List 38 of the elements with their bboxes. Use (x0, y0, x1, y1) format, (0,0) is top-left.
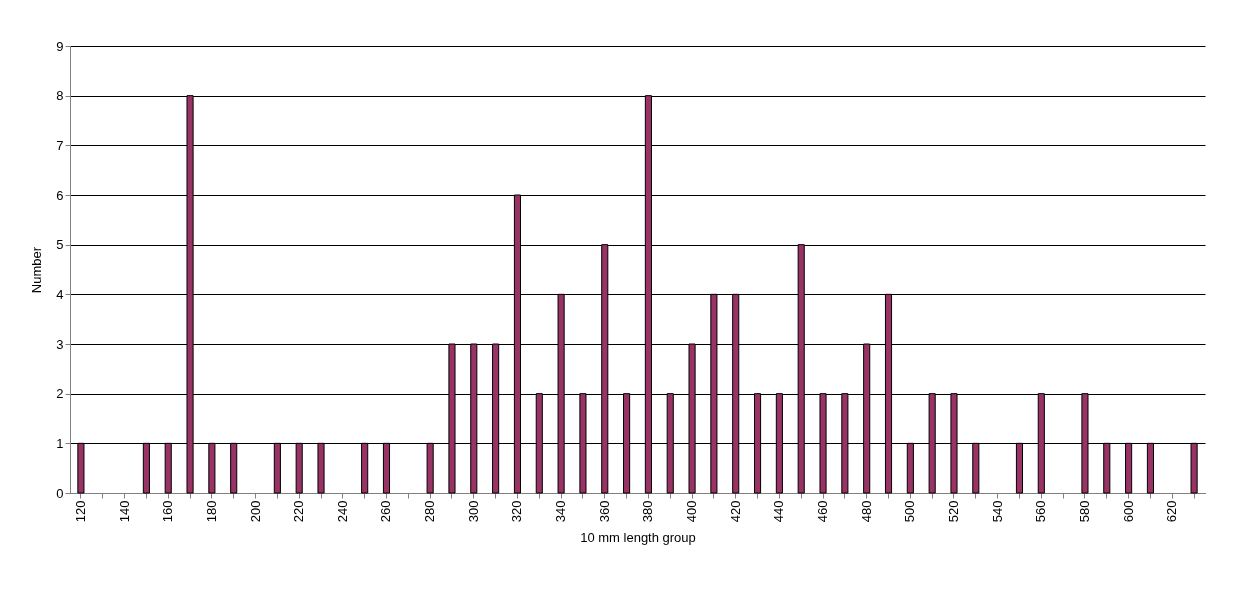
x-tick-label: 400 (684, 500, 700, 523)
x-tick-label: 260 (378, 500, 394, 523)
x-tick-label: 500 (902, 500, 918, 523)
x-tick-label: 380 (640, 500, 656, 523)
x-tick-label: 620 (1164, 500, 1180, 523)
y-tick-label: 9 (56, 38, 64, 54)
x-tick-label: 560 (1033, 500, 1049, 523)
x-tick-label: 200 (247, 500, 263, 523)
x-tick-label: 140 (116, 500, 132, 523)
x-tick-label: 240 (334, 500, 350, 523)
x-tick-label: 120 (72, 500, 88, 523)
x-tick-label: 160 (160, 500, 176, 523)
y-tick-label: 8 (56, 88, 64, 104)
y-tick-label: 4 (56, 286, 64, 302)
y-tick-label: 6 (56, 187, 64, 203)
y-tick-label: 3 (56, 336, 64, 352)
x-tick-label: 340 (553, 500, 569, 523)
y-axis-title: Number (29, 246, 45, 294)
x-tick-label: 360 (596, 500, 612, 523)
x-tick-label: 520 (945, 500, 961, 523)
x-tick-label: 420 (727, 500, 743, 523)
x-tick-label: 220 (291, 500, 307, 523)
y-tick-label: 2 (56, 386, 64, 402)
x-tick-label: 300 (465, 500, 481, 523)
y-tick-label: 7 (56, 137, 64, 153)
x-tick-label: 180 (203, 500, 219, 523)
x-tick-label: 460 (815, 500, 831, 523)
y-tick-label: 0 (56, 485, 64, 501)
x-tick-label: 480 (858, 500, 874, 523)
x-tick-label: 600 (1120, 500, 1136, 523)
x-tick-label: 440 (771, 500, 787, 523)
x-axis-title: 10 mm length group (580, 530, 696, 546)
y-tick-label: 1 (56, 435, 64, 451)
x-tick-label: 320 (509, 500, 525, 523)
x-tick-label: 580 (1076, 500, 1092, 523)
y-tick-label: 5 (56, 237, 64, 253)
x-tick-label: 540 (989, 500, 1005, 523)
x-tick-label: 280 (422, 500, 438, 523)
